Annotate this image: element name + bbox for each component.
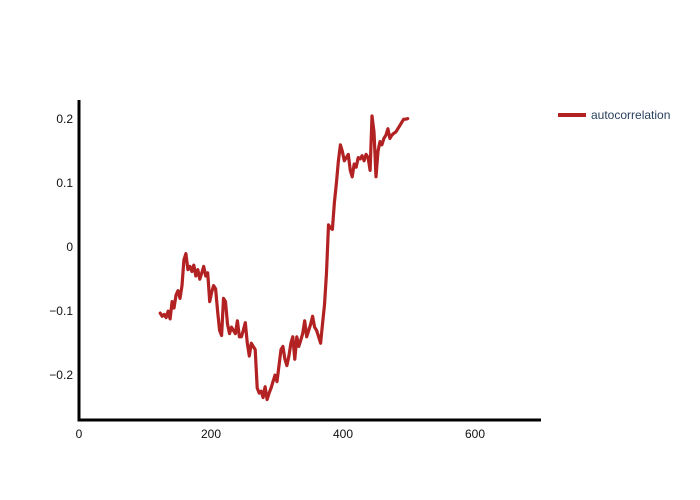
x-tick-label: 200 <box>201 427 221 441</box>
x-axis: 0 200 400 600 <box>76 418 541 441</box>
legend-label-autocorrelation: autocorrelation <box>591 108 670 122</box>
y-tick-label: 0.1 <box>56 176 73 190</box>
y-tick-label: −0.1 <box>49 304 73 318</box>
x-tick-label: 0 <box>76 427 83 441</box>
x-tick-label: 400 <box>333 427 353 441</box>
y-tick-label: 0.2 <box>56 112 73 126</box>
y-tick-label: 0 <box>66 240 73 254</box>
legend[interactable]: autocorrelation <box>558 108 670 122</box>
y-tick-label: −0.2 <box>49 368 73 382</box>
x-tick-label: 600 <box>465 427 485 441</box>
series-layer <box>158 114 410 402</box>
series-line-autocorrelation <box>158 114 410 402</box>
y-axis: −0.2 −0.1 0 0.1 0.2 <box>49 100 81 422</box>
